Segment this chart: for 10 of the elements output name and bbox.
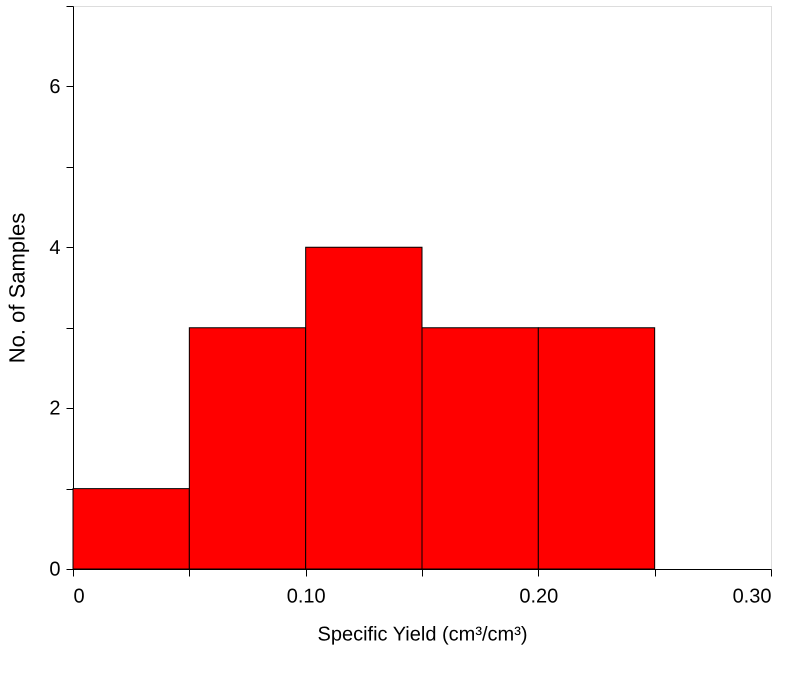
y-axis-title: No. of Samples [4,212,30,364]
x-axis-title: Specific Yield (cm³/cm³) [317,624,528,646]
y-tick-label: 6 [49,76,60,98]
y-tick-label: 0 [49,558,60,580]
x-tick-label: 0.30 [732,586,772,608]
x-tick-label: 0.20 [519,586,558,608]
y-tick-label: 2 [49,398,60,420]
x-tick-label: 0 [74,586,85,608]
y-tick-label: 4 [49,236,60,259]
x-tick-label: 0.10 [286,586,326,608]
